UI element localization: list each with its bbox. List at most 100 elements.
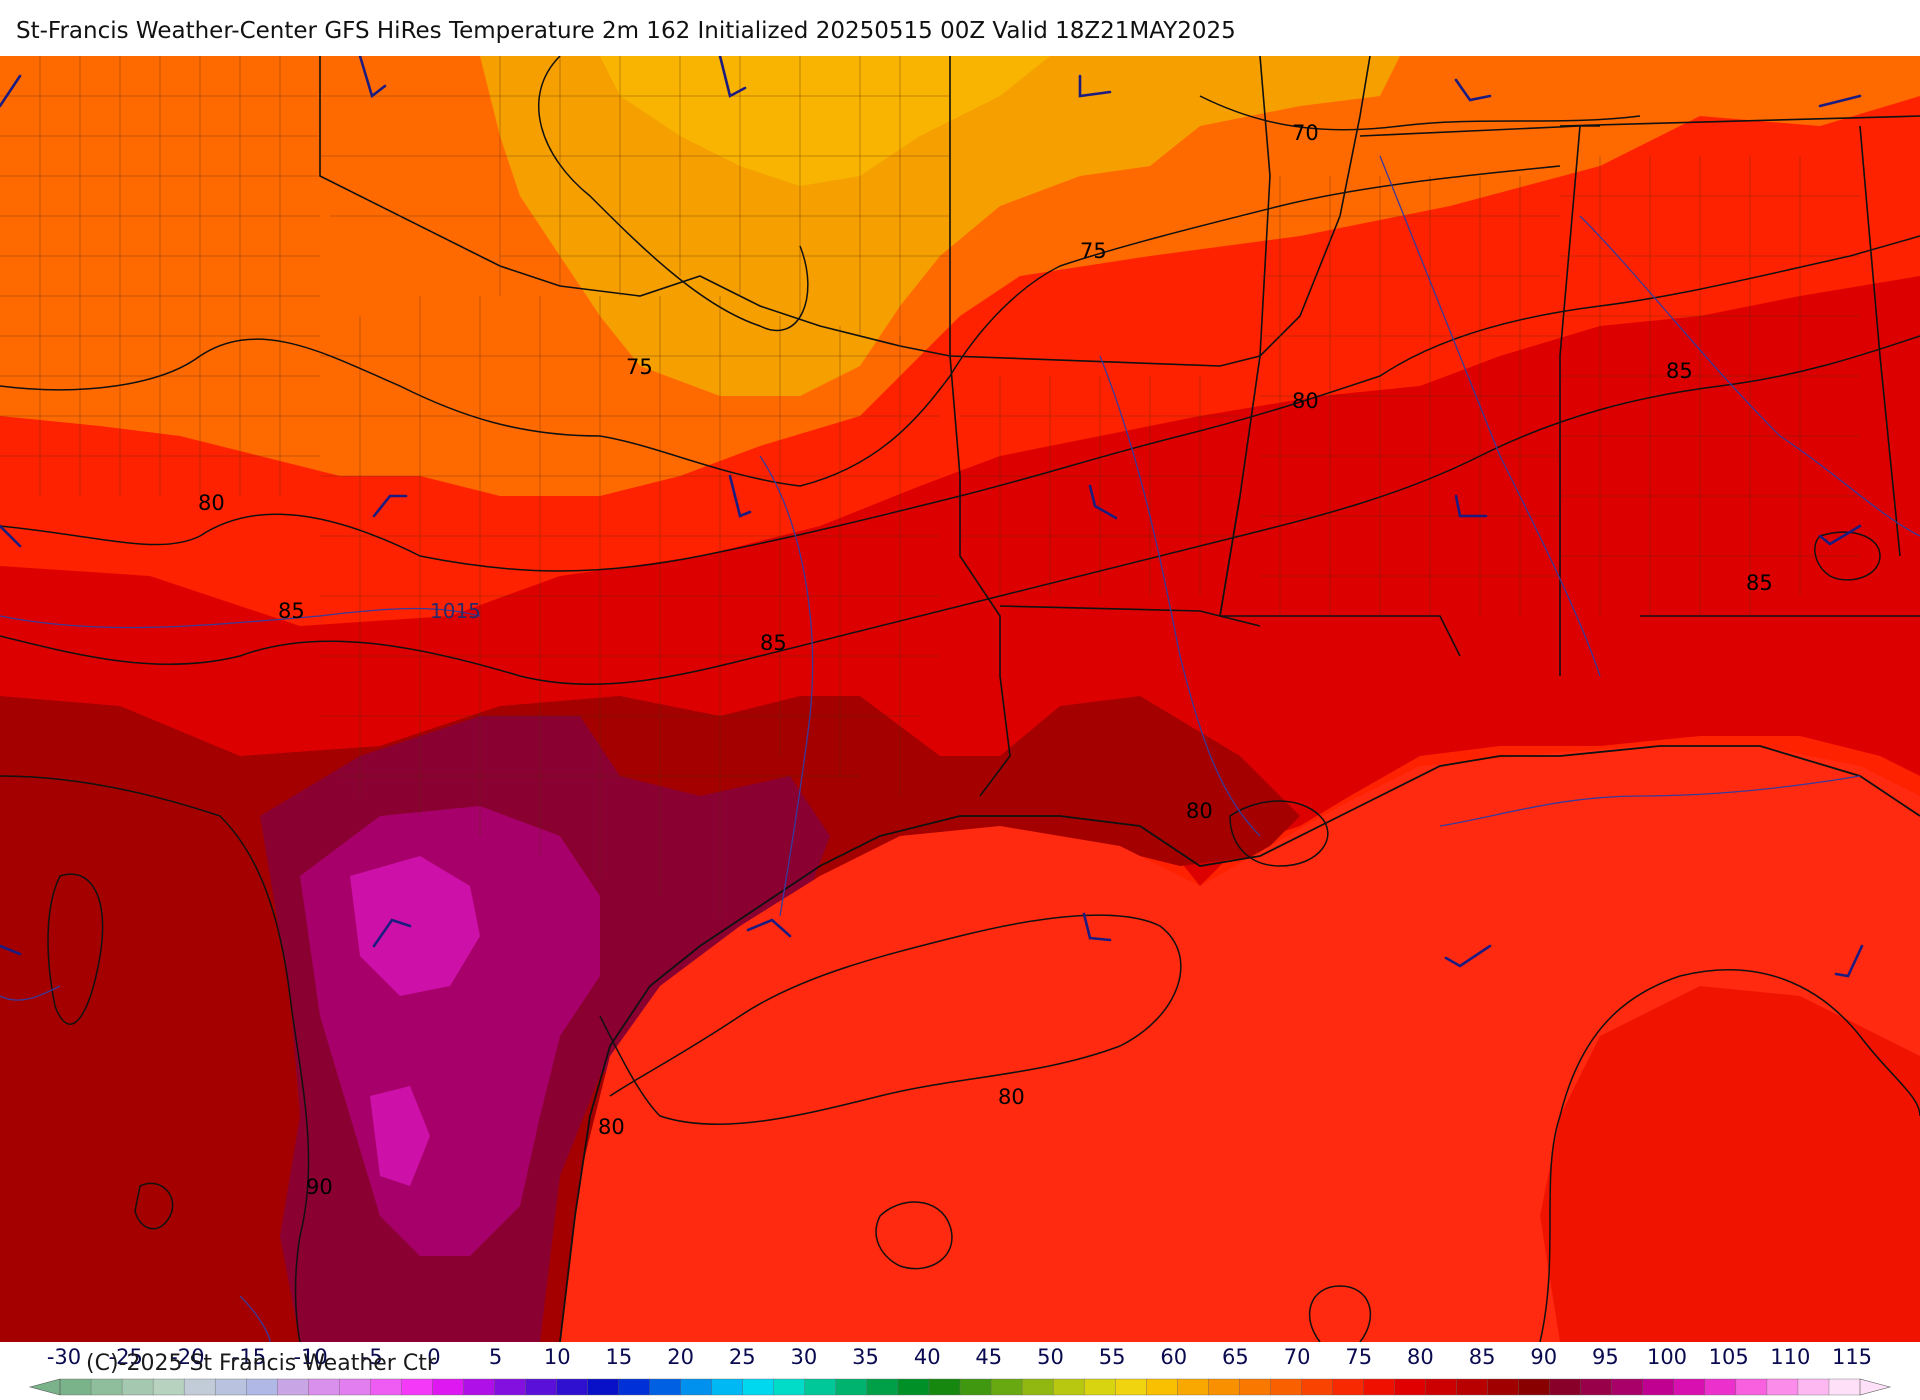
contour-label: 85	[1666, 359, 1693, 383]
colorbar-swatch	[432, 1378, 465, 1396]
colorbar-tick-label: -25	[109, 1345, 143, 1369]
colorbar-swatch	[959, 1378, 992, 1396]
colorbar-swatch	[1146, 1378, 1178, 1396]
wind-barb	[1078, 74, 1112, 98]
contour-label: 80	[198, 491, 225, 515]
colorbar-tick-label: 15	[606, 1345, 633, 1369]
contour-label: 85	[278, 599, 305, 623]
colorbar-swatch	[1332, 1378, 1365, 1396]
colorbar-swatch	[1301, 1378, 1334, 1396]
colorbar-tick-label: -20	[170, 1345, 204, 1369]
colorbar-swatch	[680, 1378, 713, 1396]
temp-field-105	[350, 856, 480, 996]
colorbar-tick-label: 55	[1099, 1345, 1126, 1369]
colorbar-swatch	[214, 1378, 247, 1396]
wind-barb	[1454, 494, 1488, 518]
wind-barb	[358, 56, 387, 99]
colorbar-swatch	[1208, 1378, 1241, 1396]
wind-barb	[0, 74, 22, 108]
colorbar-swatch	[401, 1378, 434, 1396]
wind-barb	[372, 918, 412, 948]
copyright-text: (C)-2025 St Francis Weather Ctr	[86, 1351, 437, 1376]
colorbar-tick-label: 30	[791, 1345, 818, 1369]
colorbar-swatch	[1425, 1378, 1458, 1396]
colorbar-swatch	[1735, 1378, 1768, 1396]
wind-barb	[718, 56, 747, 98]
temperature-colorbar: -30 -25 -20 -15 -10 -5 0 5 10 15 20 25 30 35 40 45 50 55 6…	[28, 1345, 1892, 1396]
colorbar-swatch	[152, 1378, 185, 1396]
wind-barb	[728, 474, 752, 518]
colorbar-swatch	[1642, 1378, 1675, 1396]
colorbar-swatch	[277, 1378, 309, 1396]
colorbar-swatches	[59, 1378, 1861, 1396]
isobar-label: 1015	[430, 599, 481, 623]
colorbar-swatch	[1456, 1378, 1489, 1396]
colorbar-swatch	[1021, 1378, 1054, 1396]
colorbar-swatch	[1177, 1378, 1209, 1396]
colorbar-tick-label: 105	[1709, 1345, 1749, 1369]
state-borders	[319, 56, 1920, 797]
colorbar-swatch	[804, 1378, 837, 1396]
colorbar-swatch	[339, 1378, 372, 1396]
colorbar-swatch	[928, 1378, 961, 1396]
colorbar-swatch	[1828, 1378, 1861, 1396]
colorbar-swatch	[866, 1378, 899, 1396]
colorbar-swatch	[773, 1378, 806, 1396]
colorbar-swatch	[1518, 1378, 1551, 1396]
contour-label: 75	[626, 355, 653, 379]
contour-label: 85	[1746, 571, 1773, 595]
colorbar-tick-label: 45	[975, 1345, 1002, 1369]
colorbar-tick-label: 70	[1284, 1345, 1311, 1369]
page-title: St-Francis Weather-Center GFS HiRes Temp…	[16, 18, 1236, 44]
colorbar-tick-label: 5	[489, 1345, 502, 1369]
wind-barb	[1834, 944, 1864, 978]
colorbar-tick-label: -15	[232, 1345, 266, 1369]
colorbar-swatch	[1704, 1378, 1737, 1396]
colorbar-swatch	[618, 1378, 651, 1396]
colorbar-swatch	[308, 1378, 341, 1396]
colorbar-tick-label: 95	[1592, 1345, 1619, 1369]
colorbar-tick-label: 90	[1530, 1345, 1557, 1369]
colorbar-right-arrow	[1859, 1378, 1892, 1396]
temp-field-75	[0, 56, 1920, 496]
colorbar-swatch	[370, 1378, 403, 1396]
coastline	[559, 745, 1920, 1342]
gulf-warm-core	[1540, 986, 1920, 1342]
colorbar-swatch	[1363, 1378, 1396, 1396]
colorbar-tick-label: 60	[1160, 1345, 1187, 1369]
colorbar-tick-label: 25	[729, 1345, 756, 1369]
colorbar-swatch	[897, 1378, 930, 1396]
colorbar-swatch	[649, 1378, 682, 1396]
colorbar-swatch	[1549, 1378, 1582, 1396]
colorbar-swatch	[556, 1378, 589, 1396]
colorbar-swatch	[587, 1378, 620, 1396]
colorbar-tick-label: 65	[1222, 1345, 1249, 1369]
colorbar-swatch	[1114, 1378, 1147, 1396]
wind-barb	[746, 918, 792, 938]
colorbar-swatch	[1052, 1378, 1085, 1396]
contour-label: 90	[306, 1175, 333, 1199]
temperature-contours	[0, 56, 1920, 1342]
colorbar-swatch	[463, 1378, 496, 1396]
contour-label: 70	[1292, 121, 1319, 145]
colorbar-tick-label: 20	[667, 1345, 694, 1369]
colorbar-swatch	[1083, 1378, 1116, 1396]
wind-barb	[1818, 524, 1862, 546]
wind-barb	[0, 944, 22, 956]
wind-barb	[1082, 912, 1112, 942]
colorbar-tick-label: 80	[1407, 1345, 1434, 1369]
colorbar-swatch	[59, 1378, 92, 1396]
contour-label: 85	[760, 631, 787, 655]
colorbar-tick-label: 85	[1469, 1345, 1496, 1369]
colorbar-tick-label: 100	[1647, 1345, 1687, 1369]
colorbar-swatch	[90, 1378, 123, 1396]
contour-label: 80	[1292, 389, 1319, 413]
colorbar-swatch	[494, 1378, 527, 1396]
contour-label: 80	[598, 1115, 625, 1139]
colorbar-swatch	[246, 1378, 278, 1396]
temp-field-70-core	[600, 56, 1050, 186]
temperature-fields	[0, 56, 1920, 1342]
colorbar-swatch	[1797, 1378, 1830, 1396]
wind-barb	[1454, 78, 1492, 102]
wind-barbs	[0, 56, 1864, 978]
